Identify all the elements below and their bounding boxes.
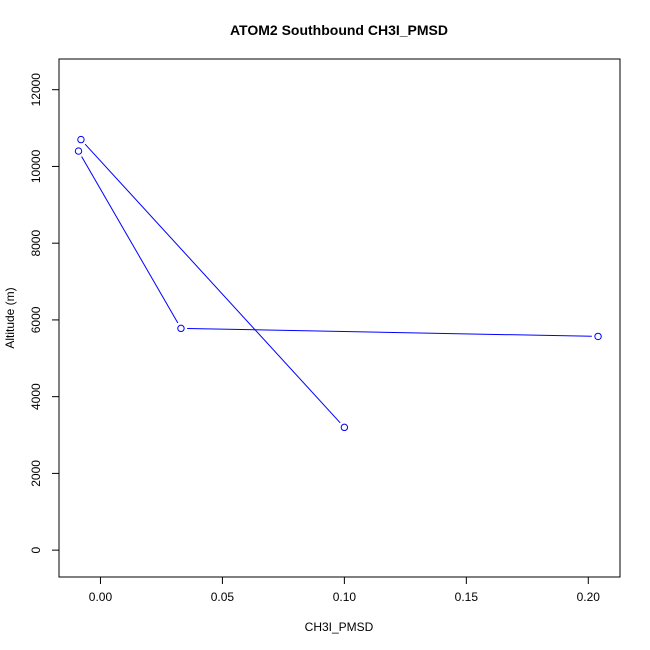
data-point (177, 324, 185, 333)
x-tick-label: 0.05 (211, 590, 235, 604)
x-tick-label: 0.20 (577, 590, 601, 604)
data-point (74, 147, 83, 155)
data-point (340, 423, 349, 432)
series-line-segment (81, 156, 179, 324)
x-axis: 0.00 0.05 0.10 0.15 0.20 (89, 576, 601, 604)
data-point (77, 135, 85, 144)
y-axis-label: Altitude (m) (3, 287, 17, 348)
y-tick-label: 2000 (29, 460, 43, 487)
x-axis-label: CH3I_PMSD (305, 620, 374, 634)
data-point (594, 332, 602, 341)
chart-title: ATOM2 Southbound CH3I_PMSD (230, 22, 448, 38)
x-tick-label: 0.10 (333, 590, 357, 604)
x-tick-label: 0.15 (455, 590, 479, 604)
y-tick-label: 6000 (29, 306, 43, 333)
y-tick-label: 10000 (29, 149, 43, 183)
x-tick-label: 0.00 (89, 590, 113, 604)
y-tick-label: 4000 (29, 383, 43, 410)
series-line-segment (187, 327, 592, 337)
y-tick-label: 0 (29, 546, 43, 553)
series-layer (74, 135, 602, 432)
y-tick-label: 12000 (29, 73, 43, 107)
y-tick-label: 8000 (29, 230, 43, 257)
series-line-segment (84, 143, 341, 424)
y-axis: 0 2000 4000 6000 8000 10000 12000 (29, 73, 60, 553)
